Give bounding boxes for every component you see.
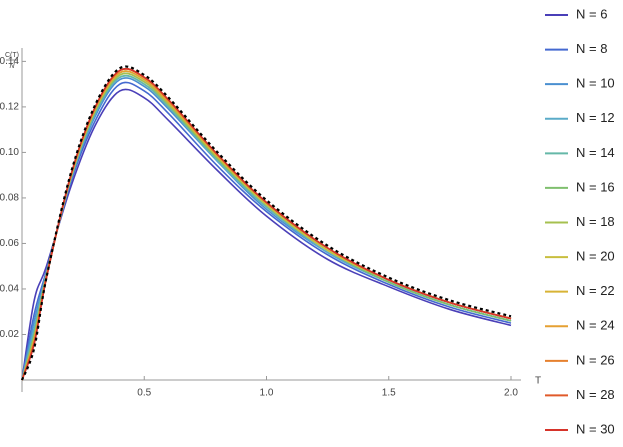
y-label-denominator: N <box>9 63 15 70</box>
series-line <box>21 81 512 381</box>
legend-label: N = 6 <box>576 6 607 21</box>
limit-line <box>20 65 512 381</box>
x-tick-label: 1.0 <box>260 388 274 399</box>
legend-label: N = 14 <box>576 145 615 160</box>
legend-label: N = 28 <box>576 387 615 402</box>
y-tick-label: 0.14 <box>0 56 19 67</box>
x-tick-label: 2.0 <box>504 388 518 399</box>
y-tick-label: 0.12 <box>0 102 19 113</box>
series-line <box>21 67 512 381</box>
legend-label: N = 26 <box>576 352 615 367</box>
y-label-numerator: C(T) <box>5 52 19 59</box>
y-tick-label: 0.06 <box>0 238 19 249</box>
legend-label: N = 16 <box>576 179 615 194</box>
legend-label: N = 8 <box>576 41 607 56</box>
y-tick-label: 0.02 <box>0 329 19 340</box>
series-line <box>21 77 512 381</box>
y-tick-label: 0.08 <box>0 193 19 204</box>
legend-label: N = 24 <box>576 318 615 333</box>
x-tick-label: 0.5 <box>137 388 151 399</box>
x-tick-label: 1.5 <box>382 388 396 399</box>
legend-label: N = 10 <box>576 76 615 91</box>
legend-label: N = 18 <box>576 214 615 229</box>
y-tick-label: 0.10 <box>0 147 19 158</box>
legend-label: N = 12 <box>576 110 615 125</box>
y-tick-label: 0.04 <box>0 284 19 295</box>
legend-label: N = 30 <box>576 421 615 436</box>
legend: N = 6 N = 8 N = 10 N = 12 N = 14 N = 16 N = 18… <box>545 6 615 436</box>
x-label: T <box>535 376 541 387</box>
legend-label: N = 20 <box>576 249 615 264</box>
series-line <box>21 88 512 381</box>
legend-label: N = 22 <box>576 283 615 298</box>
